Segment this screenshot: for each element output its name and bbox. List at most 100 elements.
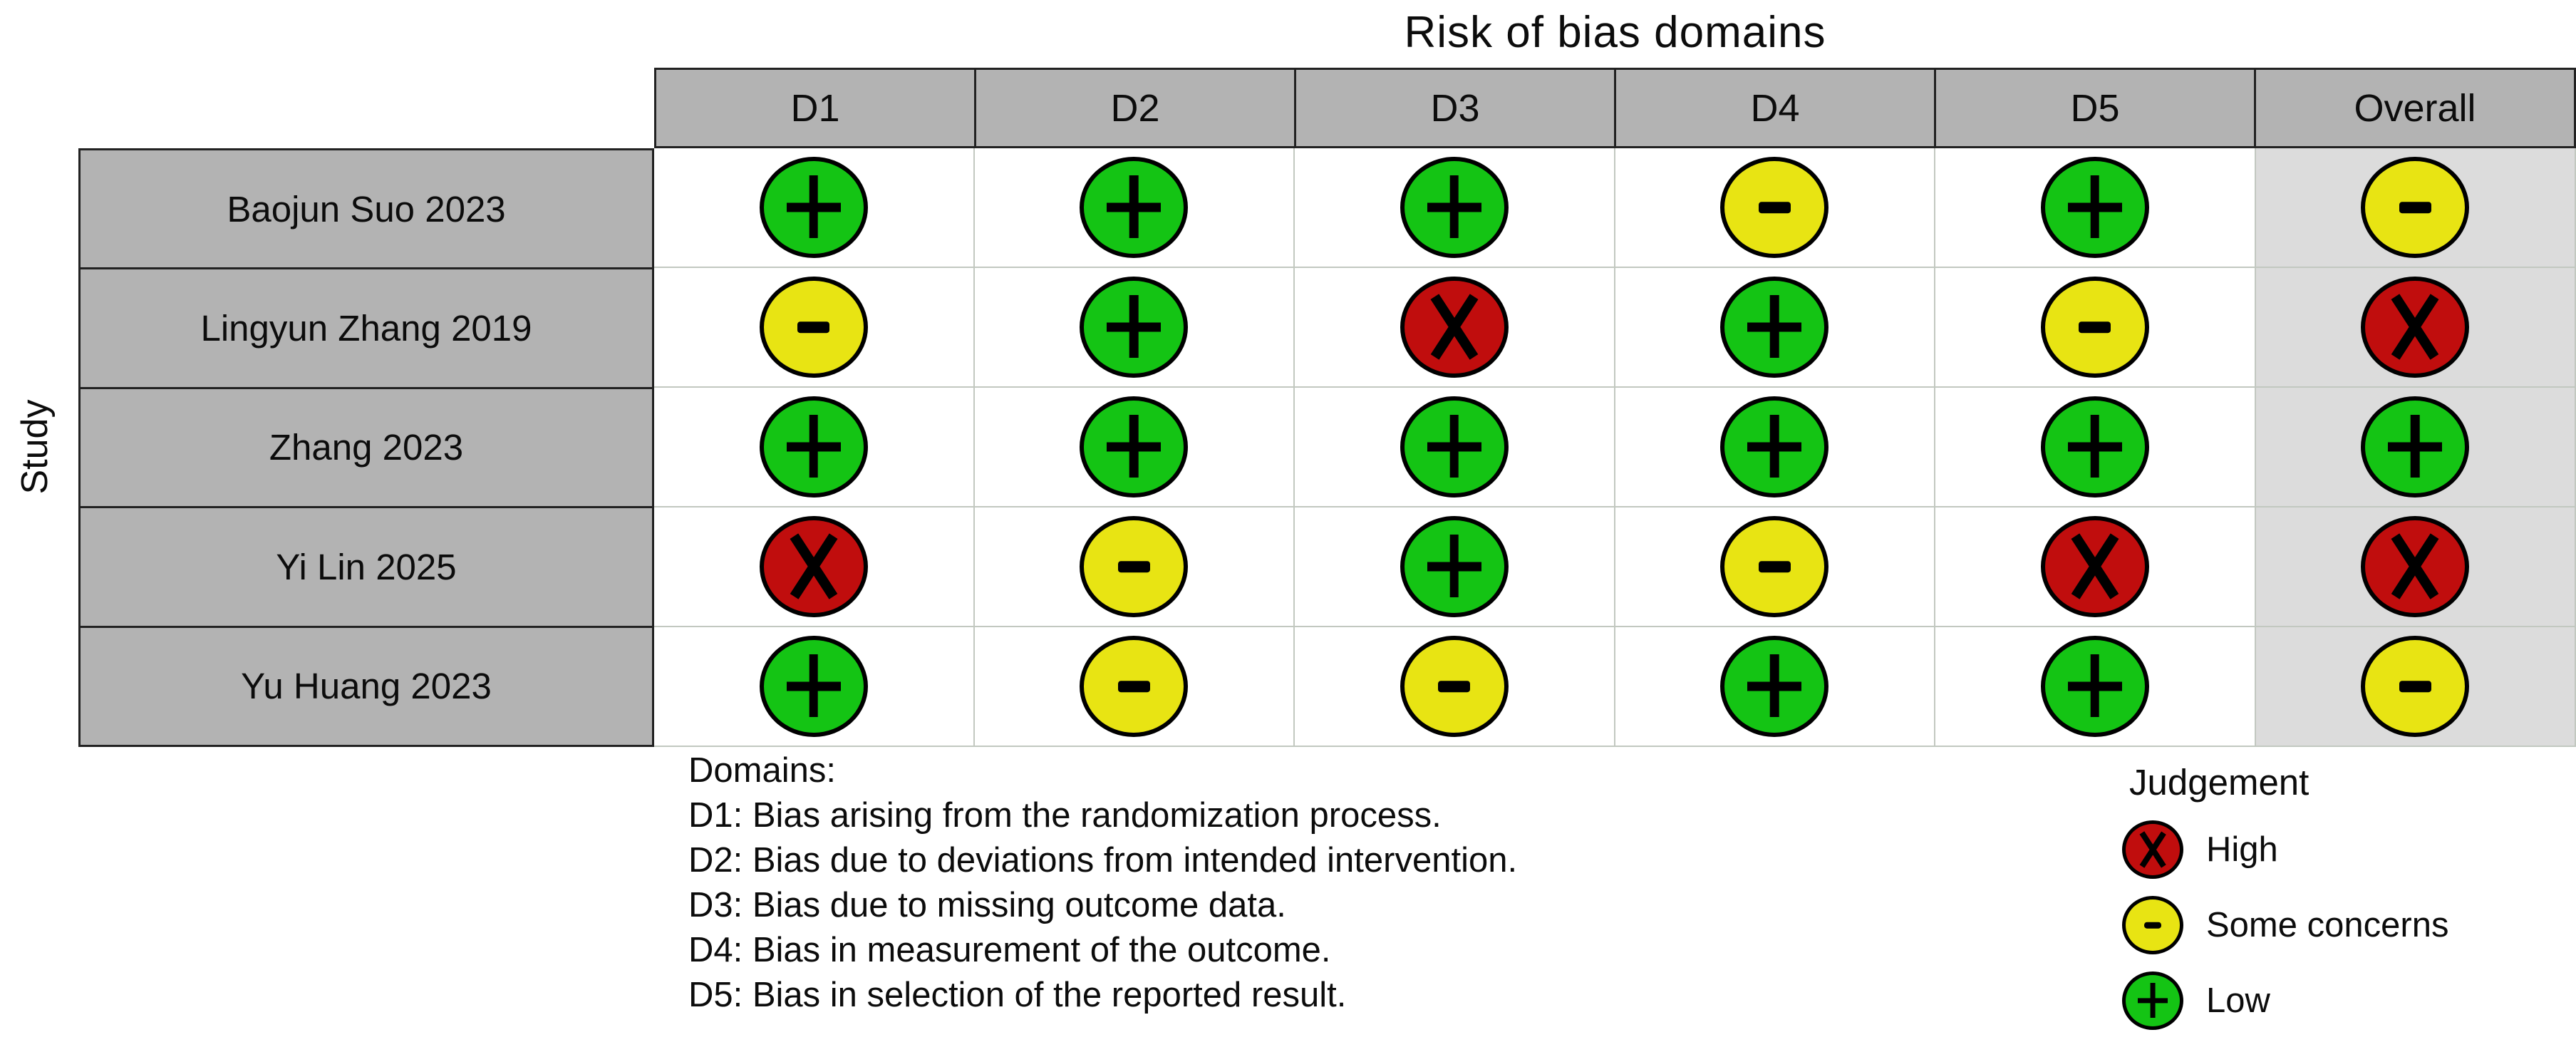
judgement-cell [654,268,973,386]
x-icon [759,516,868,617]
symbol-stroke [1427,202,1481,212]
domains-footnote: Domains: D1: Bias arising from the rando… [688,748,1517,1018]
judgement-cell [1615,388,1934,506]
legend-label: High [2206,830,2278,869]
study-label: Baojun Suo 2023 [81,150,652,268]
column-header-d2: D2 [976,70,1294,146]
x-icon [2040,516,2149,617]
domain-definition: D3: Bias due to missing outcome data. [688,886,1286,924]
minus-icon [2361,636,2470,737]
plus-icon [1080,277,1189,378]
judgement-cell [1615,268,1934,386]
symbol-stroke [2399,681,2431,692]
judgement-cell [2255,627,2575,746]
x-icon [2122,820,2183,879]
plus-icon [1080,157,1189,258]
minus-icon [1080,636,1189,737]
plus-icon [2040,157,2149,258]
judgement-cell [1295,148,1614,267]
column-header-d3: D3 [1296,70,1614,146]
symbol-stroke [1747,322,1802,332]
judgement-cell [974,388,1293,506]
symbol-stroke [786,202,841,212]
symbol-stroke [1758,202,1791,213]
judgement-cell [974,148,1293,267]
symbol-stroke [2399,202,2431,213]
domain-definition: D5: Bias in selection of the reported re… [688,976,1347,1014]
judgement-cell [2255,388,2575,506]
minus-icon [2122,896,2183,954]
legend-item-some_concerns: Some concerns [2122,896,2448,954]
plus-icon [759,636,868,737]
x-icon [2361,277,2470,378]
plus-icon [759,396,868,498]
row-axis-label-study: Study [14,399,56,495]
judgement-cell [2255,268,2575,386]
minus-icon [1400,636,1509,737]
plus-icon [1400,516,1509,617]
judgement-cell [1295,507,1614,626]
plus-icon [2122,971,2183,1030]
symbol-stroke [1107,442,1162,452]
study-label: Yi Lin 2025 [81,508,652,626]
study-label: Yu Huang 2023 [81,627,652,745]
study-label-column: Baojun Suo 2023 Lingyun Zhang 2019 Zhang 2… [78,148,654,747]
judgement-cell [974,268,1293,386]
minus-icon [2361,157,2470,258]
legend-item-low: Low [2122,971,2448,1030]
symbol-stroke [2067,681,2122,691]
study-label: Lingyun Zhang 2019 [81,269,652,387]
judgement-cell [1295,627,1614,746]
symbol-stroke [1107,202,1162,212]
symbol-stroke [1427,562,1481,572]
minus-icon [2040,277,2149,378]
symbol-stroke [797,321,830,333]
plus-icon [1400,396,1509,498]
plus-icon [2040,636,2149,737]
x-icon [1400,277,1509,378]
study-label: Zhang 2023 [81,388,652,507]
symbol-stroke [1438,681,1471,692]
plus-icon [759,157,868,258]
judgement-cell [1935,148,2255,267]
judgement-matrix [654,148,2576,747]
judgement-cell [1935,627,2255,746]
judgement-cell [1935,388,2255,506]
symbol-stroke [786,681,841,691]
judgement-cell [974,627,1293,746]
chart-title: Risk of bias domains [1404,8,1826,57]
plus-icon [2361,396,2470,498]
judgement-cell [1935,507,2255,626]
minus-icon [1080,516,1189,617]
plus-icon [1720,277,1829,378]
symbol-stroke [1747,681,1802,691]
plus-icon [1080,396,1189,498]
domain-definition: D4: Bias in measurement of the outcome. [688,931,1331,969]
judgement-cell [2255,507,2575,626]
judgement-legend: Judgement High Some concerns Low [2122,761,2448,1030]
domain-definition: D2: Bias due to deviations from intended… [688,841,1518,880]
column-header-overall: Overall [2256,70,2574,146]
symbol-stroke [2079,321,2111,333]
column-header-d5: D5 [1936,70,2254,146]
legend-label: Some concerns [2206,906,2449,944]
symbol-stroke [1747,442,1802,452]
minus-icon [1720,516,1829,617]
x-icon [2361,516,2470,617]
plus-icon [1720,636,1829,737]
symbol-stroke [2138,998,2168,1004]
judgement-cell [654,148,973,267]
domains-heading: Domains: [688,751,836,790]
column-header-d1: D1 [656,70,974,146]
judgement-cell [654,507,973,626]
plus-icon [2040,396,2149,498]
judgement-cell [654,388,973,506]
judgement-cell [1615,507,1934,626]
legend-item-high: High [2122,820,2448,879]
column-header-d4: D4 [1616,70,1934,146]
symbol-stroke [1117,561,1150,572]
symbol-stroke [2067,442,2122,452]
judgement-cell [1935,268,2255,386]
legend-label: Low [2206,981,2270,1020]
